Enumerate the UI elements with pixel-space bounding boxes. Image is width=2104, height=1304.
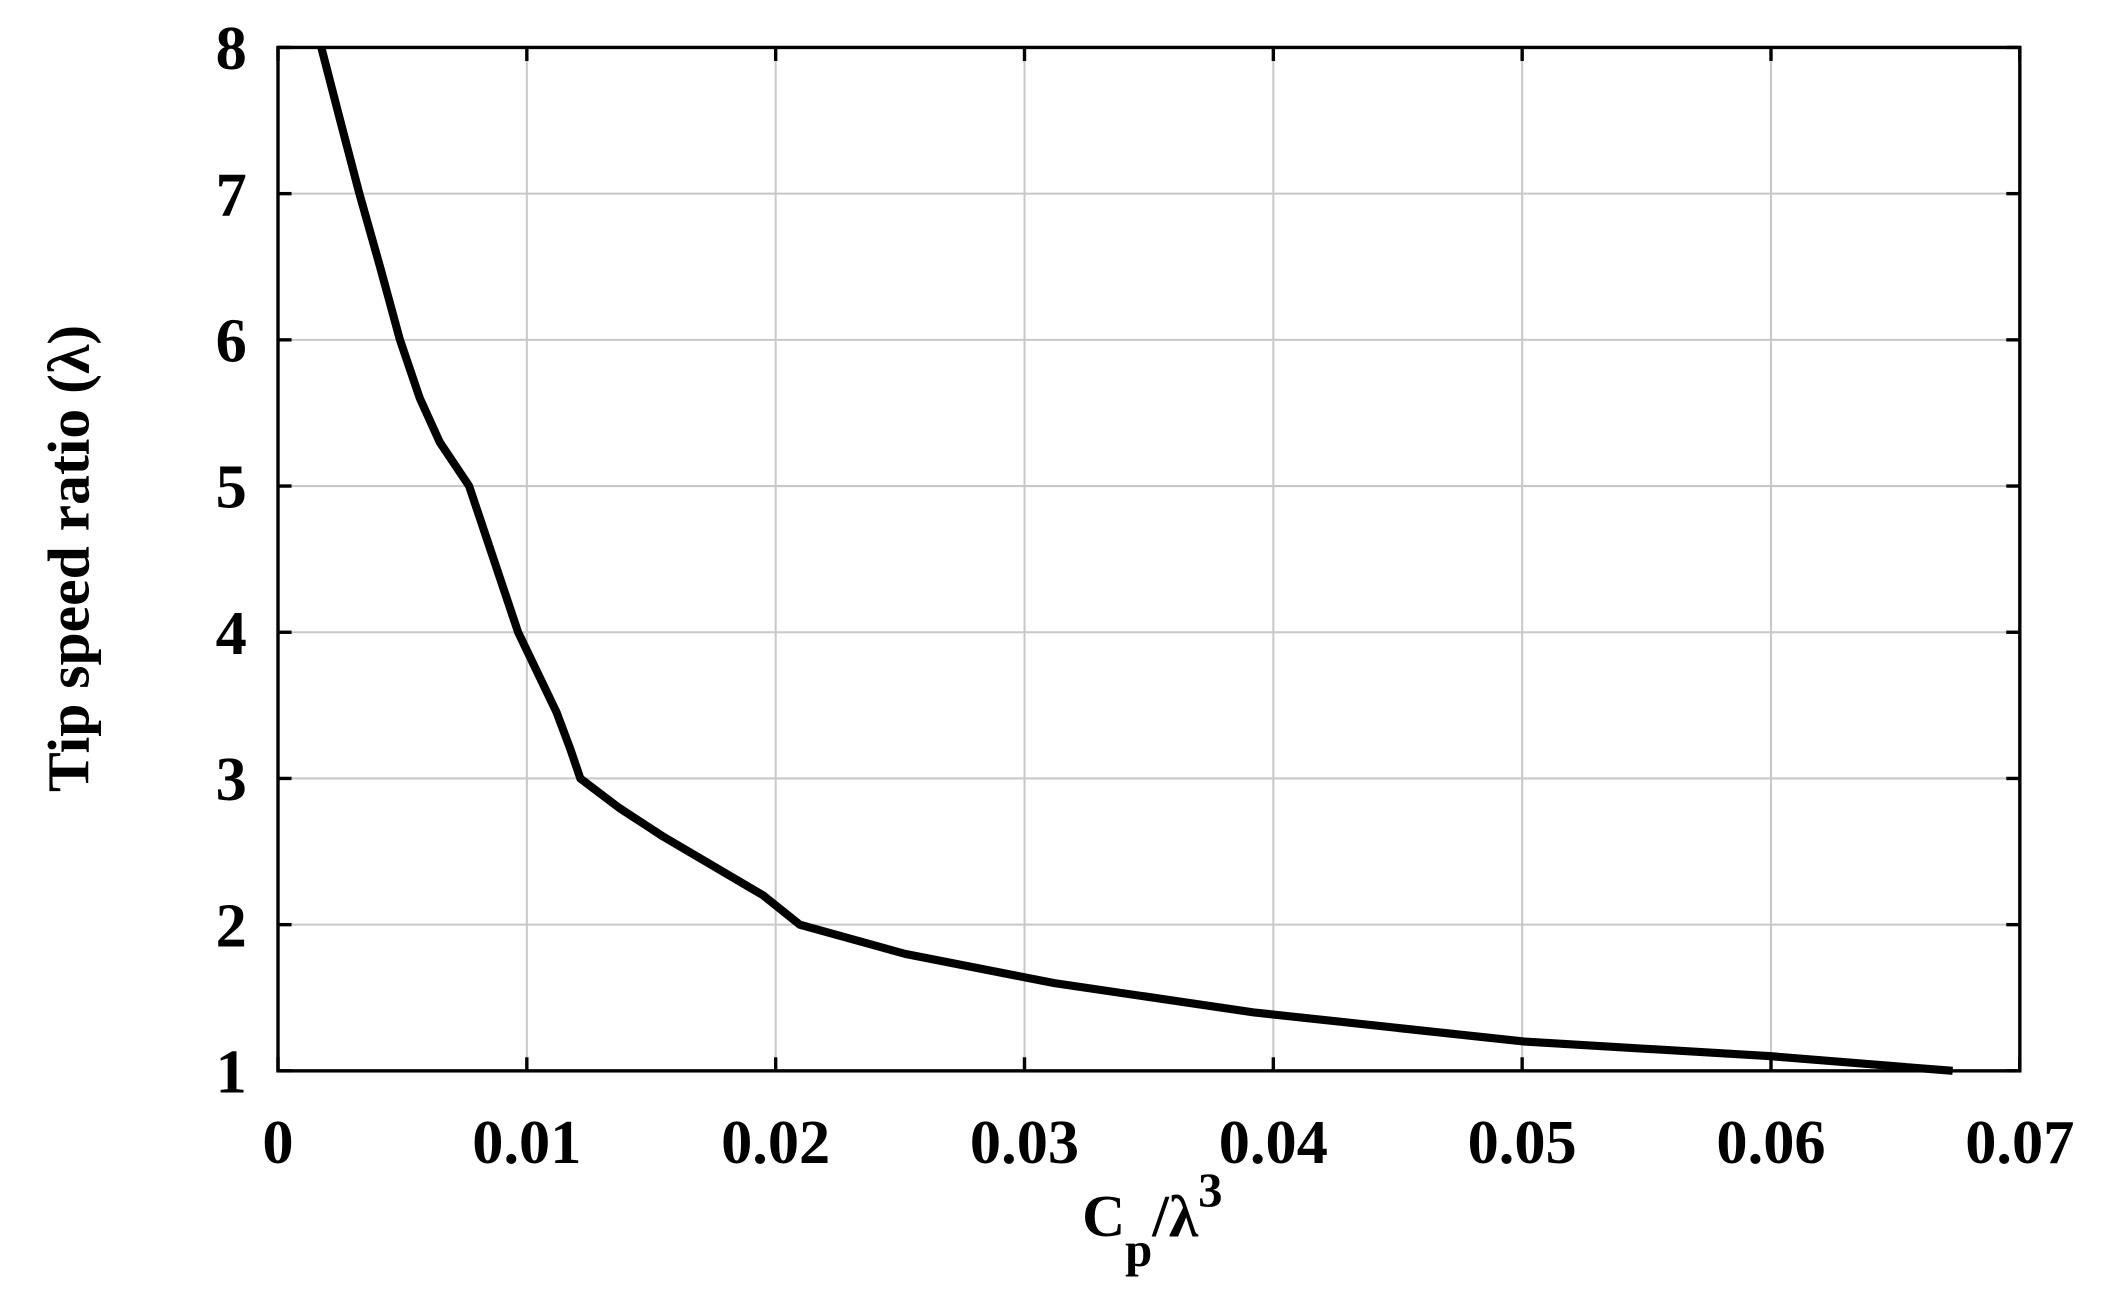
x-tick-label: 0.07 — [1965, 1108, 2074, 1177]
x-tick-label: 0.01 — [472, 1108, 581, 1177]
x-tick-label: 0.04 — [1219, 1108, 1328, 1177]
y-tick-label: 2 — [216, 891, 247, 960]
plot-frame — [276, 45, 2022, 1073]
y-tick-label: 7 — [216, 160, 247, 229]
y-axis-label: Tip speed ratio (λ) — [35, 325, 101, 792]
data-line — [317, 46, 1953, 1075]
x-label-part: C — [1082, 1183, 1125, 1249]
x-tick-label: 0.06 — [1716, 1108, 1825, 1177]
y-tick-label: 6 — [216, 307, 247, 376]
x-tick-label: 0 — [262, 1108, 293, 1177]
x-label-part: /λ — [1151, 1183, 1199, 1249]
y-tick-label: 3 — [216, 745, 247, 814]
y-tick-label: 8 — [216, 14, 247, 83]
x-label-sub: p — [1125, 1223, 1152, 1277]
x-axis-label: Cp/λ3 — [1082, 1163, 1222, 1277]
x-tick-label: 0.03 — [970, 1108, 1079, 1177]
y-tick-label: 4 — [216, 599, 247, 668]
y-tick-label: 1 — [216, 1038, 247, 1107]
x-tick-label: 0.02 — [721, 1108, 830, 1177]
y-tick-label: 5 — [216, 453, 247, 522]
x-label-sup: 3 — [1198, 1163, 1222, 1217]
grid — [276, 46, 2021, 1072]
x-tick-label: 0.05 — [1468, 1108, 1577, 1177]
